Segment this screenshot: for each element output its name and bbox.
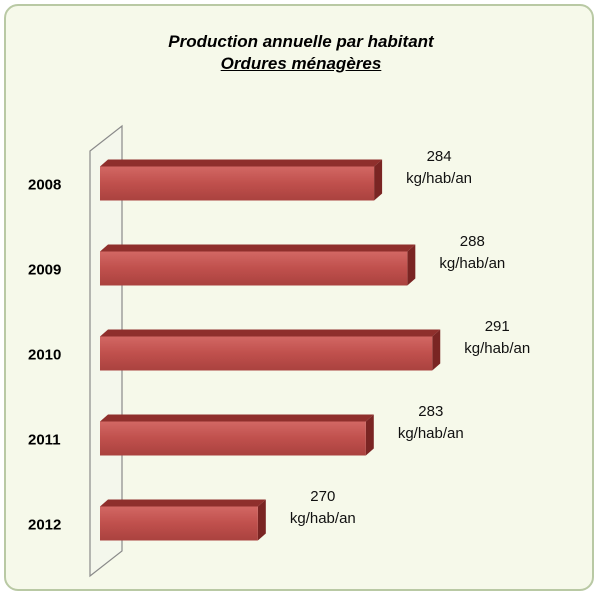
chart-frame: Production annuelle par habitant Ordures… bbox=[4, 4, 594, 591]
bar bbox=[100, 329, 441, 371]
bar-face bbox=[100, 506, 258, 541]
bar-face bbox=[100, 336, 433, 371]
bar-face bbox=[100, 244, 416, 252]
bar-face bbox=[100, 421, 366, 456]
bar-face bbox=[100, 506, 258, 541]
bar-face bbox=[100, 336, 433, 371]
bar-face bbox=[432, 329, 441, 371]
bar-face bbox=[374, 159, 383, 201]
value-label: 288 kg/hab/an bbox=[439, 232, 506, 272]
bar-face bbox=[100, 421, 366, 456]
plot: 2008 2009 2010 2011 2012 bbox=[28, 124, 441, 578]
y-tick-label: 2009 bbox=[28, 261, 61, 278]
bar-face bbox=[100, 329, 441, 337]
bar-face bbox=[100, 414, 374, 422]
y-tick-label: 2008 bbox=[28, 176, 61, 193]
bar-face bbox=[100, 251, 408, 286]
value-label: 291 kg/hab/an bbox=[464, 317, 531, 357]
bar-face bbox=[100, 159, 383, 167]
bar bbox=[100, 414, 374, 456]
bar bbox=[100, 499, 266, 541]
chart-title: Production annuelle par habitant bbox=[168, 32, 434, 51]
value-label: 283 kg/hab/an bbox=[397, 402, 464, 442]
y-tick-label: 2011 bbox=[28, 431, 61, 448]
y-tick-label: 2012 bbox=[28, 516, 61, 533]
bar-face bbox=[407, 244, 416, 286]
y-tick-label: 2010 bbox=[28, 346, 61, 363]
chart-subtitle: Ordures ménagères bbox=[220, 54, 382, 73]
bar-face bbox=[365, 414, 374, 456]
value-label: 270 kg/hab/an bbox=[289, 487, 356, 527]
bar-face bbox=[100, 166, 375, 201]
bar bbox=[100, 159, 383, 201]
bar-face bbox=[100, 499, 266, 507]
bar-face bbox=[100, 251, 408, 286]
bar-face bbox=[100, 166, 375, 201]
bar bbox=[100, 244, 416, 286]
bar-face bbox=[257, 499, 266, 541]
value-label: 284 kg/hab/an bbox=[406, 147, 473, 187]
